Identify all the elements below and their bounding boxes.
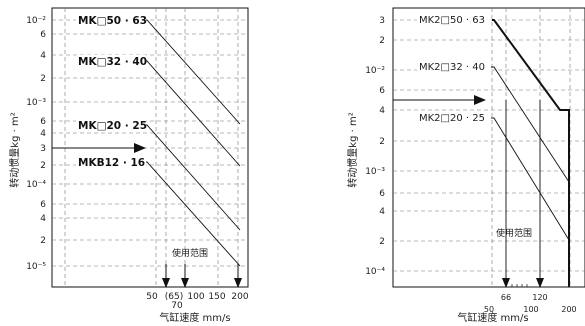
right-arrows bbox=[393, 95, 544, 288]
left-series-label: MK□32 · 40 bbox=[78, 56, 147, 68]
left-chart: 10⁻² 6 4 2 10⁻³ 6 4 3 2 10⁻⁴ 6 4 2 10⁻⁵ 50 (65) 100 150 2… bbox=[8, 7, 249, 324]
right-x-tick-label: 66 bbox=[501, 293, 511, 302]
left-y-tick-label: 10⁻³ bbox=[26, 98, 46, 108]
right-y-tick-labels: 3 2 10⁻² 6 4 2 10⁻³ 6 4 2 10⁻⁴ bbox=[365, 16, 385, 277]
left-y-axis-title: 转动惯量kg · m² bbox=[8, 112, 21, 187]
right-y-tick-label: 6 bbox=[379, 189, 385, 199]
right-series-label-bg bbox=[417, 13, 491, 26]
left-x-tick-extra: 70 bbox=[171, 301, 183, 311]
left-y-tick-label: 4 bbox=[40, 129, 46, 139]
left-series-label: MKB12 · 16 bbox=[78, 157, 145, 169]
left-y-tick-label: 10⁻⁴ bbox=[26, 180, 46, 190]
left-series-label-bg bbox=[76, 156, 146, 169]
left-y-tick-label: 4 bbox=[40, 51, 46, 61]
left-down-arrow-head bbox=[181, 278, 189, 288]
left-y-tick-label: 10⁻² bbox=[26, 16, 46, 26]
right-upper-limit-line bbox=[492, 19, 570, 287]
left-x-axis-title: 气缸速度 mm/s bbox=[159, 311, 230, 324]
right-down-arrow-head bbox=[536, 278, 544, 288]
left-series-line bbox=[145, 60, 241, 167]
right-horizontal-grid bbox=[393, 19, 585, 272]
right-y-tick-label: 6 bbox=[379, 86, 385, 96]
right-series-lines bbox=[490, 19, 570, 287]
right-plot-frame bbox=[392, 7, 585, 288]
left-y-tick-label: 6 bbox=[40, 117, 46, 127]
left-down-arrow-head bbox=[162, 278, 170, 288]
right-series-line bbox=[490, 117, 570, 241]
right-series-label-bg bbox=[417, 111, 491, 124]
right-x-tick-label: 200 bbox=[561, 305, 576, 314]
right-series-label: MK2□20 · 25 bbox=[419, 113, 485, 124]
right-x-tick-label: 100 bbox=[523, 305, 538, 314]
left-series-line bbox=[145, 19, 241, 125]
left-series-label: MK□20 · 25 bbox=[78, 120, 147, 132]
left-y-tick-label: 2 bbox=[40, 161, 46, 171]
right-range-label: 使用范围 bbox=[496, 227, 532, 239]
right-y-tick-label: 10⁻⁴ bbox=[365, 267, 385, 277]
right-series-label: MK2□50 · 63 bbox=[419, 15, 485, 26]
right-series-label: MK2□32 · 40 bbox=[419, 62, 485, 73]
left-y-tick-label: 2 bbox=[40, 236, 46, 246]
left-x-tick-label: (65) bbox=[165, 292, 183, 302]
right-x-tick-labels: 50 66 100 120 200 bbox=[484, 284, 577, 314]
left-y-tick-label: 4 bbox=[40, 214, 46, 224]
left-y-tick-label: 10⁻⁵ bbox=[26, 262, 46, 272]
left-y-tick-label: 2 bbox=[40, 74, 46, 84]
left-range-label: 使用范围 bbox=[172, 247, 208, 259]
left-series-label-bg bbox=[76, 55, 146, 68]
right-series-label-bg bbox=[417, 60, 491, 73]
left-x-tick-label: 200 bbox=[231, 292, 248, 302]
right-series-labels: MK2□50 · 63 MK2□32 · 40 MK2□20 · 25 bbox=[417, 13, 491, 124]
right-y-tick-label: 2 bbox=[379, 237, 385, 247]
left-series-labels: MK□50 · 63 MK□32 · 40 MK□20 · 25 MKB12 · 16 bbox=[76, 14, 147, 169]
left-y-tick-labels: 10⁻² 6 4 2 10⁻³ 6 4 3 2 10⁻⁴ 6 4 2 10⁻⁵ bbox=[26, 16, 46, 272]
right-down-arrow-head bbox=[502, 278, 510, 288]
right-series-line bbox=[490, 66, 570, 183]
right-x-axis-title: 气缸速度 mm/s bbox=[457, 311, 528, 324]
left-x-tick-label: 150 bbox=[208, 292, 225, 302]
right-vertical-grid bbox=[491, 8, 571, 287]
right-y-tick-label: 10⁻² bbox=[365, 66, 385, 76]
left-y-tick-label: 6 bbox=[40, 200, 46, 210]
left-horizontal-grid bbox=[52, 19, 248, 267]
right-x-tick-label: 120 bbox=[532, 293, 547, 302]
right-y-tick-label: 2 bbox=[379, 137, 385, 147]
left-y-tick-label: 3 bbox=[40, 144, 46, 154]
left-x-tick-label: 100 bbox=[187, 292, 204, 302]
right-y-tick-label: 4 bbox=[379, 207, 385, 217]
right-input-arrow-head bbox=[474, 95, 486, 105]
left-series-line bbox=[145, 124, 241, 231]
left-series-label: MK□50 · 63 bbox=[78, 15, 147, 27]
right-chart: 3 2 10⁻² 6 4 2 10⁻³ 6 4 2 10⁻⁴ 50 66 100 120 200 MK2□5… bbox=[346, 7, 585, 324]
left-y-tick-label: 6 bbox=[40, 30, 46, 40]
right-y-tick-label: 4 bbox=[379, 106, 385, 116]
left-x-tick-labels: 50 (65) 100 150 200 bbox=[146, 292, 249, 302]
left-vertical-grid bbox=[64, 8, 239, 287]
right-y-tick-label: 3 bbox=[379, 16, 385, 26]
left-x-tick-label: 50 bbox=[146, 292, 158, 302]
left-series-label-bg bbox=[76, 14, 146, 27]
right-y-axis-title: 转动惯量kg · m² bbox=[346, 112, 359, 187]
left-series-lines bbox=[145, 19, 241, 267]
right-x-tick-label: 50 bbox=[484, 305, 494, 314]
left-arrows bbox=[52, 143, 242, 288]
right-y-tick-label: 10⁻³ bbox=[365, 167, 385, 177]
left-input-arrow-head bbox=[134, 143, 146, 153]
right-y-tick-label: 2 bbox=[379, 36, 385, 46]
left-series-label-bg bbox=[76, 119, 146, 132]
left-down-arrow-head bbox=[234, 278, 242, 288]
